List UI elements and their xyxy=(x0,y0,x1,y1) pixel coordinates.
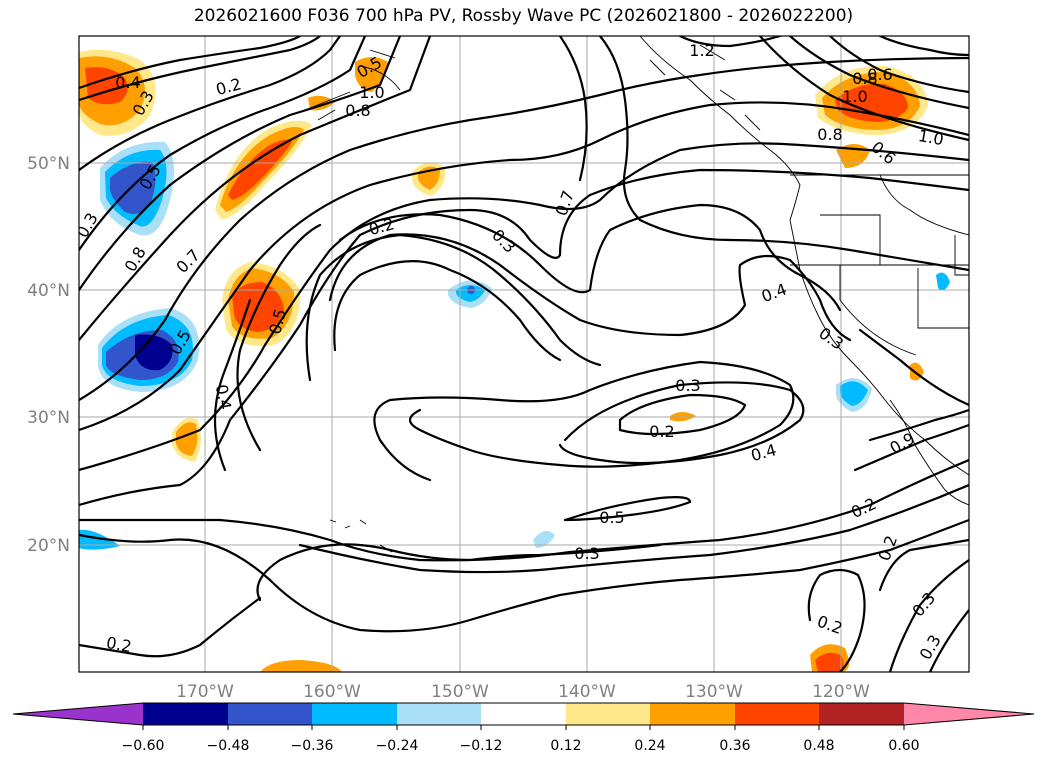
contour-label: 0.8 xyxy=(345,101,370,120)
contour-label: 0.2 xyxy=(105,633,133,656)
colorbar-tick: 0.60 xyxy=(888,738,919,754)
lat-label: 30°N xyxy=(27,408,70,428)
colorbar-segment xyxy=(13,703,143,725)
colorbar-segment xyxy=(819,703,904,725)
colorbar-segment xyxy=(397,703,481,725)
longitude-labels: 170°W 160°W 150°W 140°W 130°W 120°W xyxy=(176,682,870,702)
contour-label: 0.3 xyxy=(574,544,599,563)
contour-label: 0.8 xyxy=(817,125,842,144)
colorbar-tick: 0.24 xyxy=(634,738,665,754)
colorbar-tick: 0.48 xyxy=(803,738,834,754)
colorbar-tick: −0.24 xyxy=(376,738,419,754)
colorbar-tick: 0.36 xyxy=(719,738,750,754)
colorbar-segment xyxy=(481,703,566,725)
colorbar-tick: −0.12 xyxy=(460,738,503,754)
contour-label: 0.4 xyxy=(212,383,235,411)
pv-shading xyxy=(79,49,950,672)
lon-label: 160°W xyxy=(303,682,361,702)
contour-label: 0.8 xyxy=(852,69,877,88)
colorbar-segment xyxy=(143,703,228,725)
plot-title: 2026021600 F036 700 hPa PV, Rossby Wave … xyxy=(193,6,854,26)
lat-label: 40°N xyxy=(27,281,70,301)
lon-label: 140°W xyxy=(558,682,616,702)
pv-contours xyxy=(79,36,969,672)
lat-label: 20°N xyxy=(27,536,70,556)
colorbar-segment xyxy=(228,703,312,725)
colorbar-segment xyxy=(904,703,1034,725)
contour-label: 0.5 xyxy=(599,508,624,527)
contour-label: 0.2 xyxy=(649,422,674,441)
lon-label: 120°W xyxy=(812,682,870,702)
colorbar-tick: −0.36 xyxy=(291,738,334,754)
lat-label: 50°N xyxy=(27,154,70,174)
lon-label: 130°W xyxy=(685,682,743,702)
contour-label: 0.4 xyxy=(115,73,140,92)
contour-label: 0.3 xyxy=(675,376,700,395)
colorbar-segment xyxy=(312,703,397,725)
map-frame xyxy=(78,35,970,673)
contour-label: 1.0 xyxy=(917,126,945,149)
colorbar-segment xyxy=(735,703,819,725)
colorbar-tick: −0.48 xyxy=(207,738,250,754)
contour-label: 1.0 xyxy=(359,83,384,102)
lat-lon-grid xyxy=(79,36,969,672)
contour-label: 1.2 xyxy=(689,41,714,60)
colorbar-segment xyxy=(566,703,650,725)
colorbar-tick: 0.12 xyxy=(550,738,581,754)
contour-label: 0.6 xyxy=(867,65,892,84)
latitude-labels: 50°N 40°N 30°N 20°N xyxy=(27,154,70,556)
lon-label: 170°W xyxy=(176,682,234,702)
colorbar-tick: −0.60 xyxy=(122,738,165,754)
lon-label: 150°W xyxy=(431,682,489,702)
contour-label: 1.0 xyxy=(842,87,867,106)
colorbar: −0.60 −0.48 −0.36 −0.24 −0.12 0.12 0.24 … xyxy=(12,702,1035,754)
colorbar-segment xyxy=(650,703,735,725)
